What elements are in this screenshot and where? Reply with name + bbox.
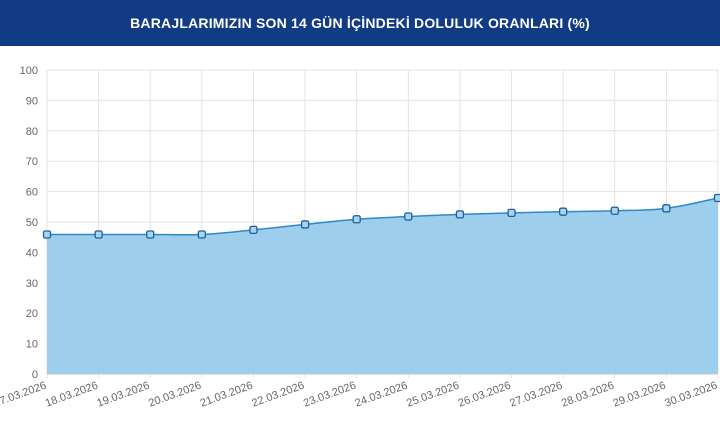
y-tick-label: 20 xyxy=(26,308,38,320)
data-point[interactable] xyxy=(352,215,361,224)
chart-title: BARAJLARIMIZIN SON 14 GÜN İÇİNDEKİ DOLUL… xyxy=(130,15,590,31)
y-tick-label: 100 xyxy=(20,65,38,77)
x-tick-label: 19.03.2026 xyxy=(95,380,151,410)
x-tick-label: 22.03.2026 xyxy=(250,380,306,410)
y-tick-label: 0 xyxy=(32,369,38,381)
area-fill xyxy=(47,197,718,374)
data-point[interactable] xyxy=(197,230,206,239)
x-tick-label: 26.03.2026 xyxy=(457,380,513,410)
x-tick-label: 25.03.2026 xyxy=(405,380,461,410)
data-point[interactable] xyxy=(404,212,413,221)
data-point[interactable] xyxy=(300,220,310,229)
y-tick-label: 40 xyxy=(26,247,38,259)
area-chart: 0 10 20 30 40 50 60 70 80 90 100 17.03.202618.03.2… xyxy=(0,65,720,410)
data-point[interactable] xyxy=(146,230,155,239)
data-point[interactable] xyxy=(42,230,52,239)
data-point[interactable] xyxy=(249,225,258,235)
y-tick-label: 70 xyxy=(26,156,38,168)
data-point[interactable] xyxy=(713,193,720,203)
area-fill-layer xyxy=(47,197,718,374)
y-tick-label: 50 xyxy=(26,217,38,229)
data-point[interactable] xyxy=(662,204,671,213)
data-points xyxy=(42,193,720,239)
x-tick-label: 20.03.2026 xyxy=(147,380,203,410)
data-point[interactable] xyxy=(610,206,619,215)
y-axis-tick-labels: 0 10 20 30 40 50 60 70 80 90 100 xyxy=(20,65,38,381)
data-point[interactable] xyxy=(455,210,465,219)
y-tick-label: 90 xyxy=(26,95,38,107)
x-tick-label: 23.03.2026 xyxy=(302,380,358,410)
data-point[interactable] xyxy=(94,230,103,239)
y-tick-label: 30 xyxy=(26,278,38,290)
x-tick-label: 30.03.2026 xyxy=(663,380,719,410)
series-line xyxy=(46,197,719,236)
x-tick-label: 27.03.2026 xyxy=(508,380,564,410)
x-tick-label: 24.03.2026 xyxy=(353,380,409,410)
data-point[interactable] xyxy=(507,208,516,218)
x-tick-label: 28.03.2026 xyxy=(560,380,616,410)
data-point[interactable] xyxy=(559,207,568,216)
series-line-layer xyxy=(46,197,719,236)
y-tick-label: 80 xyxy=(26,126,38,138)
y-tick-label: 60 xyxy=(26,187,38,199)
x-tick-label: 29.03.2026 xyxy=(612,380,668,410)
chart-header: BARAJLARIMIZIN SON 14 GÜN İÇİNDEKİ DOLUL… xyxy=(0,0,720,46)
x-axis-tick-labels: 17.03.202618.03.202619.03.202620.03.2026… xyxy=(0,380,719,410)
x-tick-label: 21.03.2026 xyxy=(199,380,255,410)
x-tick-label: 17.03.2026 xyxy=(0,380,48,410)
x-tick-label: 18.03.2026 xyxy=(44,380,100,410)
y-tick-label: 10 xyxy=(26,339,38,351)
